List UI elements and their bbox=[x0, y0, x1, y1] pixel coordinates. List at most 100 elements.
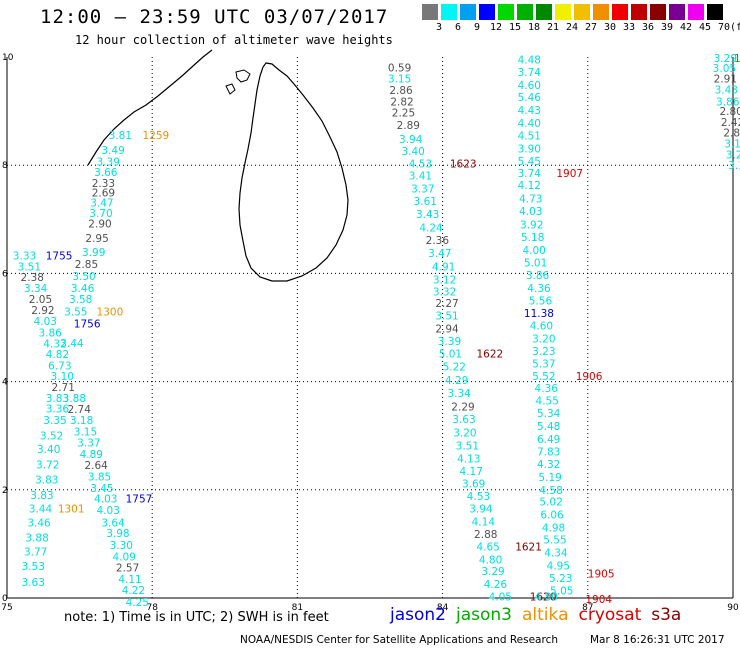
wave-height-label: 5.46 bbox=[518, 92, 542, 104]
scale-swatch bbox=[688, 4, 704, 20]
wave-height-label: 2.84 bbox=[723, 128, 740, 140]
pass-time-label: 1623 bbox=[450, 159, 477, 171]
wave-height-label: 4.03 bbox=[97, 505, 120, 517]
wave-height-label: 3.47 bbox=[90, 198, 113, 210]
wave-height-label: 3.51 bbox=[18, 261, 41, 273]
scale-label: 36 bbox=[641, 22, 655, 33]
wave-height-label: 4.98 bbox=[542, 523, 565, 535]
scale-label: 21 bbox=[546, 22, 560, 33]
wave-height-label: 3.32 bbox=[433, 286, 456, 298]
wave-height-label: 3.98 bbox=[106, 528, 129, 540]
y-tick-label: 8 bbox=[2, 161, 8, 171]
x-tick-label: 90 bbox=[727, 603, 739, 613]
y-tick-label: 4 bbox=[2, 378, 8, 388]
wave-height-label: 3.83 bbox=[30, 490, 53, 502]
wave-height-label: 3.46 bbox=[27, 517, 51, 529]
wave-height-label: 2.64 bbox=[84, 460, 108, 472]
wave-height-label: 3.20 bbox=[532, 333, 555, 345]
wave-height-label: 3.52 bbox=[40, 431, 63, 443]
pass-time-label: 1905 bbox=[588, 569, 615, 581]
wave-height-label: 5.23 bbox=[549, 573, 572, 585]
wave-height-label: 3.66 bbox=[94, 167, 118, 179]
scale-swatch bbox=[422, 4, 438, 20]
wave-height-label: 2.69 bbox=[92, 187, 115, 199]
wave-height-label: 3.23 bbox=[532, 346, 555, 358]
wave-height-label: 2.05 bbox=[29, 294, 52, 306]
wave-height-label: 4.05 bbox=[489, 591, 512, 603]
pass-time-label: 1755 bbox=[46, 251, 73, 263]
axis-ticks: 75 78 81 84 87 90 0 2 4 6 8 10 bbox=[1, 53, 739, 613]
wave-height-label: 3.25 bbox=[726, 149, 740, 161]
wave-height-label: 3.47 bbox=[428, 248, 451, 260]
pass-time-label: 1906 bbox=[576, 371, 603, 383]
x-tick-label: 84 bbox=[437, 603, 449, 613]
wave-height-label: 4.60 bbox=[518, 80, 541, 92]
pass-time-label: 1620 bbox=[530, 591, 557, 603]
scale-swatch bbox=[631, 4, 647, 20]
wave-height-label: 2.42 bbox=[721, 117, 740, 129]
wave-height-label: 3.90 bbox=[518, 143, 541, 155]
wave-height-label: 5.22 bbox=[443, 361, 466, 373]
wave-height-label: 2.85 bbox=[75, 259, 98, 271]
satellite-jason2: jason2 bbox=[390, 605, 446, 625]
wave-height-label: 3.34 bbox=[447, 388, 471, 400]
wave-height-label: 3.30 bbox=[110, 540, 133, 552]
wave-height-label: 5.52 bbox=[532, 371, 555, 383]
wave-height-label: 2.25 bbox=[392, 108, 415, 120]
scale-swatch bbox=[669, 4, 685, 20]
scale-label: 12 bbox=[489, 22, 503, 33]
wave-height-label: 3.39 bbox=[97, 156, 120, 168]
wave-height-label: 3.86 bbox=[526, 270, 550, 282]
wave-height-label: 3.83 bbox=[46, 393, 69, 405]
wave-height-label: 6.73 bbox=[48, 360, 71, 372]
wave-height-label: 3.58 bbox=[69, 294, 92, 306]
wave-height-label: 0.59 bbox=[388, 62, 411, 74]
wave-height-label: 3.36 bbox=[46, 404, 70, 416]
wave-height-label: 4.32 bbox=[43, 339, 66, 351]
wave-height-label: 5.34 bbox=[537, 408, 561, 420]
wave-height-label: 3.43 bbox=[715, 84, 738, 96]
wave-height-label: 4.00 bbox=[522, 245, 545, 257]
wave-height-label: 4.26 bbox=[484, 579, 508, 591]
y-tick-label: 10 bbox=[2, 53, 14, 63]
scale-unit: (ft) bbox=[730, 22, 740, 33]
wave-height-label: 2.90 bbox=[88, 219, 111, 231]
pass-time-label: 1259 bbox=[143, 130, 170, 142]
wave-height-label: 2.88 bbox=[474, 529, 497, 541]
satellite-jason3: jason3 bbox=[456, 605, 512, 625]
satellite-legend: jason2 jason3 altika cryosat s3a bbox=[390, 605, 691, 625]
wave-height-label: 4.03 bbox=[34, 316, 57, 328]
wave-height-label: 2.80 bbox=[719, 106, 740, 118]
wave-height-label: 2.36 bbox=[426, 235, 450, 247]
wave-height-label: 5.48 bbox=[537, 421, 560, 433]
wave-height-label: 3.74 bbox=[518, 168, 542, 180]
wave-height-label: 3.29 bbox=[714, 53, 737, 65]
scale-label: 24 bbox=[565, 22, 579, 33]
wave-height-label: 3.20 bbox=[453, 427, 476, 439]
satellite-s3a: s3a bbox=[651, 605, 682, 625]
scale-label: 45 bbox=[698, 22, 712, 33]
wave-height-label: 3.86 bbox=[38, 327, 62, 339]
y-tick-label: 2 bbox=[2, 486, 8, 496]
wave-height-label: 6.06 bbox=[540, 510, 564, 522]
scale-swatch bbox=[498, 4, 514, 20]
wave-height-label: 2.33 bbox=[92, 178, 115, 190]
wave-height-label: 4.22 bbox=[122, 585, 145, 597]
wave-height-label: 3.37 bbox=[411, 183, 434, 195]
wave-height-label: 2.91 bbox=[714, 74, 737, 86]
wave-height-label: 2.82 bbox=[390, 96, 413, 108]
wave-height-label: 4.11 bbox=[118, 574, 141, 586]
wave-height-label: 3.44 bbox=[60, 338, 84, 350]
lat-lon-grid bbox=[6, 57, 734, 599]
scale-label: 39 bbox=[660, 22, 674, 33]
wave-height-label: 3.05 bbox=[713, 63, 736, 75]
wave-height-label: 4.14 bbox=[472, 517, 496, 529]
wave-height-label: 4.91 bbox=[432, 261, 455, 273]
wave-height-label: 3.94 bbox=[399, 134, 423, 146]
x-tick-label: 81 bbox=[292, 603, 303, 613]
wave-height-label: 2.86 bbox=[389, 85, 413, 97]
wave-height-label: 5.02 bbox=[539, 497, 562, 509]
wave-height-label: 4.34 bbox=[544, 548, 568, 560]
scale-label: 42 bbox=[679, 22, 693, 33]
wave-height-label: 5.18 bbox=[521, 232, 544, 244]
